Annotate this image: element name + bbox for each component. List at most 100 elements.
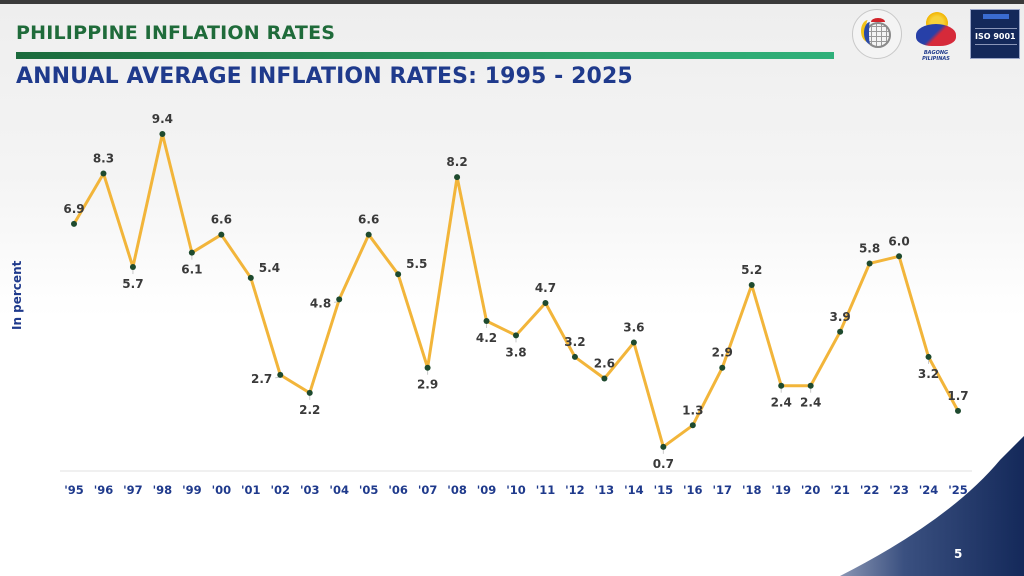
data-label: 1.7 [947,389,968,403]
x-tick-label: '19 [771,483,791,497]
flag-emblem [916,24,956,46]
data-point [159,131,166,137]
data-point [837,328,844,335]
x-tick-label: '24 [919,483,939,497]
data-label: 5.4 [259,261,280,275]
data-label: 6.9 [63,202,84,216]
data-point [365,231,372,238]
data-point [100,170,107,177]
x-tick-label: '22 [860,483,880,497]
logo-group: BAGONG PILIPINAS ISO 9001 [852,8,1020,62]
swoosh-blue [864,22,876,44]
data-point [689,422,696,429]
x-tick-label: '99 [182,483,202,497]
data-point [247,274,254,281]
data-label: 1.3 [682,403,703,417]
data-point [542,300,549,306]
data-label: 6.1 [181,263,202,277]
iso-9001-logo: ISO 9001 [970,9,1020,59]
x-tick-label: '08 [447,483,467,497]
data-label: 8.3 [93,152,114,166]
x-tick-label: '01 [241,483,261,497]
data-label: 5.8 [859,241,880,255]
data-label: 6.6 [211,213,232,227]
data-point [630,339,637,346]
x-tick-label: '02 [271,483,291,497]
psa-logo [852,9,902,59]
data-point [306,389,313,396]
chart-title: ANNUAL AVERAGE INFLATION RATES: 1995 - 2… [16,64,633,89]
data-label: 3.8 [505,345,526,359]
data-label: 5.2 [741,263,762,277]
x-tick-label: '95 [64,483,84,497]
data-label: 3.6 [623,321,644,335]
x-tick-label: '10 [506,483,526,497]
x-tick-label: '18 [742,483,762,497]
x-tick-label: '97 [123,483,143,497]
data-point [188,249,195,256]
data-label: 0.7 [653,457,674,471]
data-label: 2.4 [800,396,821,410]
data-label: 9.4 [152,112,173,126]
data-label: 2.2 [299,403,320,417]
data-label: 4.8 [310,296,331,310]
x-tick-layer: '95 '96 '97 '98 '99 '00 '01 '02 '03 '04 '05 '06 '07 '… [64,483,968,497]
x-tick-label: '05 [359,483,379,497]
data-label: 6.0 [888,234,909,248]
swoosh-yellow [861,20,875,42]
data-label: 3.2 [564,335,585,349]
data-label: 2.6 [594,357,615,371]
data-label: 4.7 [535,281,556,295]
x-tick-label: '09 [477,483,497,497]
x-tick-label: '25 [948,483,968,497]
data-label-layer: 6.9 8.3 5.7 9.4 6.1 6.6 5.4 2.7 2.2 4.8 6.6 5.5 2.9 8… [63,112,968,471]
x-tick-label: '12 [565,483,585,497]
data-point [660,443,667,450]
x-tick-label: '13 [595,483,615,497]
x-tick-label: '98 [153,483,173,497]
series-line [72,132,960,449]
data-label: 2.4 [771,396,792,410]
data-label: 2.9 [712,346,733,360]
data-point [513,332,519,339]
x-tick-label: '06 [388,483,408,497]
top-border [0,0,1024,4]
x-tick-label: '21 [830,483,850,497]
x-tick-label: '14 [624,483,644,497]
iso-rule [975,44,1017,45]
iso-tag [983,14,1009,19]
x-tick-label: '17 [713,483,733,497]
data-point-layer [71,131,961,450]
data-point [336,296,343,303]
x-tick-label: '04 [329,483,349,497]
data-point [129,264,136,271]
x-tick-label: '07 [418,483,438,497]
data-point [483,317,490,324]
data-point [571,353,578,360]
data-point [277,371,284,378]
green-divider [16,52,834,59]
data-label: 3.2 [918,367,939,381]
data-point [925,353,932,360]
x-tick-label: '15 [654,483,674,497]
data-point [601,375,608,382]
data-point [719,364,726,371]
data-point [395,271,402,278]
x-tick-label: '03 [300,483,320,497]
data-label: 8.2 [446,155,467,169]
data-point [748,282,755,289]
data-label: 2.7 [251,372,272,386]
data-point [454,174,461,181]
series-line-layer [72,132,960,449]
data-point [218,231,225,238]
x-tick-label: '23 [889,483,909,497]
x-tick-label: '00 [212,483,232,497]
data-point [866,260,873,267]
data-label: 5.5 [406,257,427,271]
data-label: 6.6 [358,213,379,227]
data-point [955,407,961,414]
swoosh-red [871,18,885,26]
iso-text: ISO 9001 [975,32,1016,41]
bagong-pilipinas-text: BAGONG PILIPINAS [922,50,950,62]
